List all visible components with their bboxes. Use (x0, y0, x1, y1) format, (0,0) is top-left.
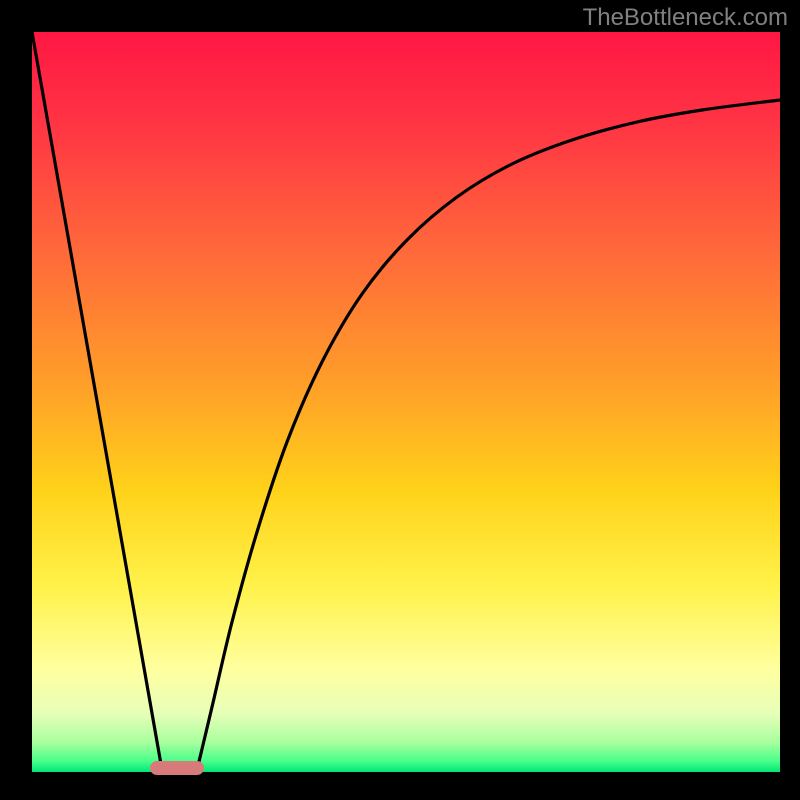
bottleneck-marker (150, 761, 204, 775)
plot-area (32, 32, 780, 772)
right-curve-line (197, 100, 780, 770)
chart-container: TheBottleneck.com (0, 0, 800, 800)
curve-overlay (32, 32, 780, 772)
left-curve-line (32, 32, 162, 770)
watermark-text: TheBottleneck.com (583, 4, 788, 32)
